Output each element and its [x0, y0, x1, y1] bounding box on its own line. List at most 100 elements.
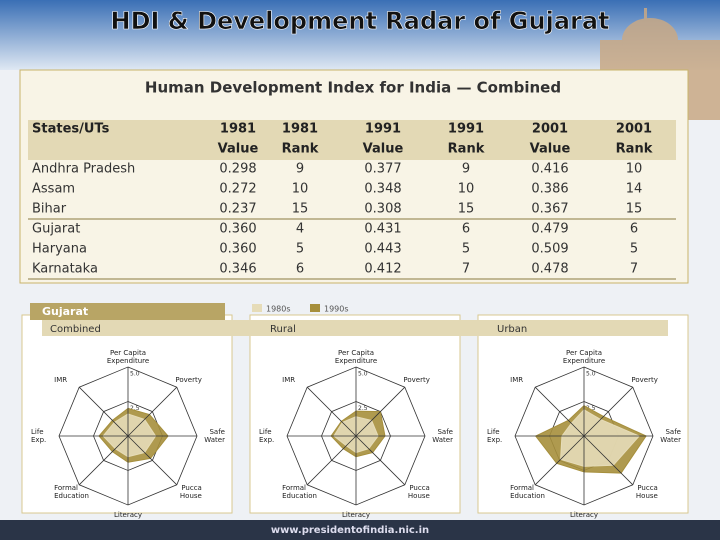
spoke	[534, 386, 585, 437]
column-subheader: Rank	[448, 142, 485, 157]
axis-label: Life Exp.	[31, 428, 46, 444]
spoke	[127, 386, 178, 437]
column-subheader: Value	[530, 142, 571, 157]
column-header: 1981	[220, 122, 256, 137]
r-tick-label: 5.0	[130, 371, 140, 378]
axis-label: Per Capita Expenditure	[335, 349, 377, 365]
spoke	[78, 386, 129, 437]
table-cell: 9	[296, 162, 304, 177]
table-cell: 0.308	[364, 202, 401, 217]
column-header: 2001	[532, 122, 568, 137]
axis-label: Poverty	[403, 376, 429, 384]
chart-title: Rural	[270, 324, 296, 335]
r-tick-label: 5.0	[586, 371, 596, 378]
table-cell: 0.346	[219, 262, 256, 277]
axis-label: Poverty	[631, 376, 657, 384]
axis-label: Per Capita Expenditure	[563, 349, 605, 365]
axis-label: Formal Education	[510, 484, 545, 500]
table-cell: 0.479	[531, 222, 568, 237]
spoke	[355, 435, 406, 486]
axis-label: IMR	[54, 376, 67, 384]
table-cell: 0.237	[219, 202, 256, 217]
table-cell: 6	[296, 262, 304, 277]
section-tab	[30, 303, 225, 320]
axis-label: Pucca House	[408, 484, 430, 500]
chart-title: Combined	[50, 324, 101, 335]
table-cell: 0.443	[364, 242, 401, 257]
axis-label: Literacy	[570, 511, 598, 519]
axis-label: Pucca House	[180, 484, 202, 500]
axis-label: Literacy	[114, 511, 142, 519]
table-cell: 0.272	[219, 182, 256, 197]
table-cell: 0.377	[364, 162, 401, 177]
axis-label: Safe Water	[660, 428, 681, 444]
table-cell: 10	[292, 182, 309, 197]
table-cell: 5	[296, 242, 304, 257]
column-header: 1991	[448, 122, 484, 137]
column-header: 1981	[282, 122, 318, 137]
axis-label: Poverty	[175, 376, 201, 384]
table-cell: Haryana	[32, 242, 87, 257]
axis-label: Formal Education	[282, 484, 317, 500]
table-title: Human Development Index for India — Comb…	[145, 79, 561, 97]
table-cell: 0.431	[364, 222, 401, 237]
table-cell: Karnataka	[32, 262, 98, 277]
table-cell: 0.509	[531, 242, 568, 257]
legend-swatch	[252, 304, 262, 312]
r-tick-label: 2.5	[358, 405, 368, 412]
column-header: 1991	[365, 122, 401, 137]
spoke	[306, 435, 357, 486]
column-subheader: Rank	[616, 142, 653, 157]
table-cell: 4	[296, 222, 304, 237]
axis-label: Life Exp.	[487, 428, 502, 444]
table-cell: 0.386	[531, 182, 568, 197]
subtitle-strip	[42, 320, 668, 336]
r-tick-label: 2.5	[586, 405, 596, 412]
footer-band	[0, 520, 720, 540]
chart-title: Urban	[497, 324, 527, 335]
table-cell: 0.298	[219, 162, 256, 177]
section-title: Gujarat	[42, 305, 88, 318]
table-cell: 7	[462, 262, 470, 277]
table-cell: Andhra Pradesh	[32, 162, 135, 177]
axis-label: Safe Water	[204, 428, 225, 444]
table-cell: 0.348	[364, 182, 401, 197]
footer: www.presidentofindia.nic.in	[271, 525, 429, 536]
spoke	[127, 435, 178, 486]
table-cell: 0.478	[531, 262, 568, 277]
table-cell: 0.412	[364, 262, 401, 277]
table-header-band	[28, 120, 676, 160]
spoke	[306, 386, 357, 437]
spoke	[534, 435, 585, 486]
spoke	[583, 386, 634, 437]
table-panel	[19, 69, 689, 284]
r-tick-label: 2.5	[130, 405, 140, 412]
table-cell: 7	[630, 262, 638, 277]
table-cell: Bihar	[32, 202, 67, 217]
axis-label: Pucca House	[636, 484, 658, 500]
table-cell: 6	[630, 222, 638, 237]
legend-label: 1980s	[266, 305, 291, 314]
column-header: States/UTs	[32, 122, 110, 137]
slide-title: HDI & Development Radar of Gujarat	[110, 7, 609, 35]
table-cell: 9	[462, 162, 470, 177]
table-cell: 5	[462, 242, 470, 257]
table-cell: 0.416	[531, 162, 568, 177]
table-cell: 15	[626, 202, 643, 217]
axis-label: Life Exp.	[259, 428, 274, 444]
table-cell: 15	[292, 202, 309, 217]
column-subheader: Rank	[282, 142, 319, 157]
table-cell: 5	[630, 242, 638, 257]
table-cell: 6	[462, 222, 470, 237]
column-header: 2001	[616, 122, 652, 137]
table-cell: 0.367	[531, 202, 568, 217]
table-cell: 0.360	[219, 222, 256, 237]
table-cell: 10	[626, 162, 643, 177]
spoke	[355, 386, 406, 437]
axis-label: IMR	[510, 376, 523, 384]
spoke	[583, 435, 634, 486]
axis-label: Safe Water	[432, 428, 453, 444]
axis-label: Formal Education	[54, 484, 89, 500]
axis-label: IMR	[282, 376, 295, 384]
r-tick-label: 5.0	[358, 371, 368, 378]
